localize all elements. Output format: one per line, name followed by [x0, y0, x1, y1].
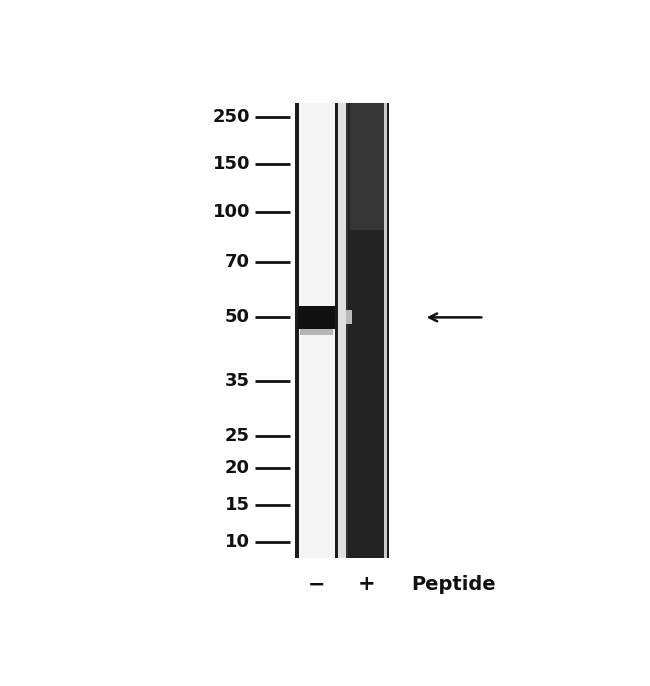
Bar: [384, 104, 389, 558]
Text: Peptide: Peptide: [411, 575, 497, 593]
Bar: [338, 104, 346, 558]
Bar: [300, 329, 333, 335]
Text: 15: 15: [225, 496, 250, 514]
Bar: [295, 104, 300, 558]
Bar: [346, 104, 348, 558]
Text: 35: 35: [225, 372, 250, 390]
Bar: [298, 104, 335, 558]
Bar: [387, 104, 389, 558]
Text: 50: 50: [225, 309, 250, 327]
Text: 100: 100: [213, 203, 250, 221]
Text: 250: 250: [213, 108, 250, 126]
Bar: [298, 306, 335, 329]
Bar: [346, 104, 389, 558]
Text: 150: 150: [213, 155, 250, 173]
Bar: [346, 310, 352, 324]
Text: +: +: [358, 574, 376, 594]
Text: 25: 25: [225, 427, 250, 445]
Bar: [295, 104, 338, 558]
Text: −: −: [307, 574, 325, 594]
Bar: [350, 104, 384, 230]
Text: 20: 20: [225, 459, 250, 477]
Text: 70: 70: [225, 253, 250, 271]
Bar: [335, 104, 338, 558]
Text: 10: 10: [225, 533, 250, 551]
